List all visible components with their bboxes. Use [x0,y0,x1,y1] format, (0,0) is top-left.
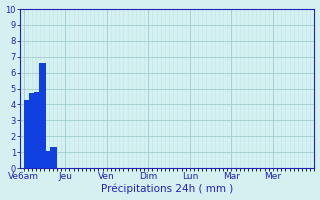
Bar [29,93,36,168]
Bar [50,147,57,168]
Bar [44,151,52,168]
X-axis label: Précipitations 24h ( mm ): Précipitations 24h ( mm ) [101,184,234,194]
Bar [24,100,31,168]
Bar [39,63,46,168]
Bar [34,92,41,168]
